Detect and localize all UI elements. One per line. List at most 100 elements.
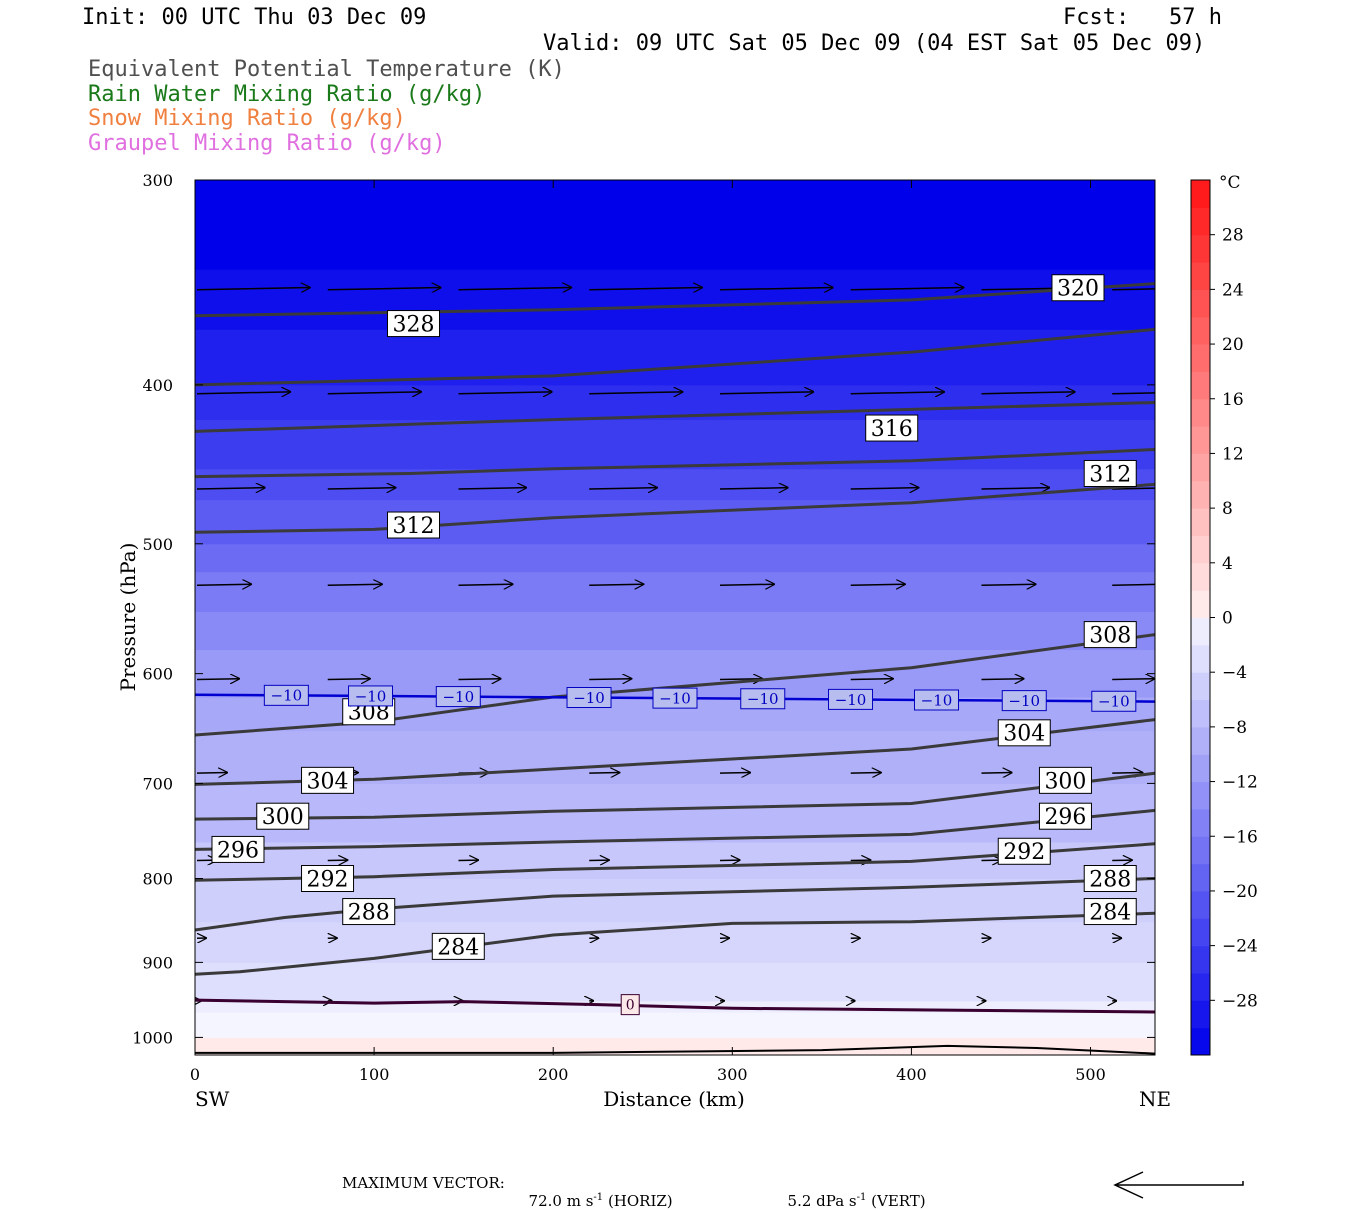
colorbar-swatch [1191,399,1210,427]
colorbar-swatch [1191,672,1210,700]
theta-e-label: 316 [871,417,913,442]
wind-vector [851,679,893,680]
colorbar-swatch [1191,235,1210,263]
colorbar-swatch [1191,918,1210,946]
colorbar-swatch [1191,1028,1210,1056]
colorbar-swatch [1191,700,1210,728]
colorbar-label: 12 [1222,444,1244,464]
y-axis-label: Pressure (hPa) [116,543,140,692]
isotherm-minus10-label: −10 [1098,693,1130,711]
reference-vector-arrow [1105,1168,1255,1202]
colorbar-label: 24 [1222,280,1244,300]
isotherm-minus10-label: −10 [659,690,691,708]
wind-vector [589,679,631,680]
temperature-band [195,500,1155,545]
colorbar-label: −28 [1222,991,1258,1011]
theta-e-label: 320 [1057,277,1099,302]
theta-e-label: 296 [1044,805,1086,830]
colorbar-swatch [1191,371,1210,399]
colorbar-label: −12 [1222,773,1258,793]
right-end-label: NE [1139,1087,1171,1111]
theta-e-label: 304 [1003,722,1045,747]
colorbar-label: 20 [1222,335,1244,355]
x-tick-label: 500 [1075,1065,1106,1084]
y-tick-label: 500 [142,535,173,554]
colorbar-label: −24 [1222,937,1258,957]
wind-vector [1112,679,1154,680]
wind-vector [981,679,1023,680]
colorbar-swatch [1191,618,1210,646]
y-tick-label: 700 [142,774,173,793]
colorbar-swatch [1191,754,1210,782]
colorbar-swatch [1191,535,1210,563]
x-tick-label: 200 [538,1065,569,1084]
theta-e-label: 328 [393,312,435,337]
isotherm-minus10-label: −10 [573,689,605,707]
max-vector-label: MAXIMUM VECTOR: [342,1174,505,1192]
x-tick-label: 0 [190,1065,200,1084]
temperature-band [195,572,1155,612]
y-tick-label: 400 [142,376,173,395]
colorbar-swatch [1191,262,1210,290]
colorbar-swatch [1191,727,1210,755]
left-end-label: SW [195,1087,230,1111]
colorbar-swatch [1191,809,1210,837]
colorbar-label: 4 [1222,554,1233,574]
colorbar-swatch [1191,946,1210,974]
isotherm-minus10-label: −10 [921,691,953,709]
colorbar-swatch [1191,891,1210,919]
y-tick-label: 300 [142,171,173,190]
wind-vector [720,773,750,774]
isotherm-minus10-label: −10 [835,691,867,709]
y-tick-label: 800 [142,870,173,889]
isotherm-minus10-label: −10 [1008,692,1040,710]
vert-unit: (VERT) [871,1192,926,1210]
reference-arrow-icon [1115,1172,1243,1198]
wind-vector [458,679,500,680]
vert-value: 5.2 dPa s [788,1192,857,1210]
isotherm-minus10-label: −10 [271,687,303,705]
horiz-unit: (HORIZ) [608,1192,673,1210]
theta-e-label: 308 [1089,624,1131,649]
x-tick-label: 300 [717,1065,748,1084]
colorbar-label: −16 [1222,827,1258,847]
theta-e-label: 292 [1003,840,1045,865]
vert-exp: -1 [857,1192,867,1203]
colorbar-swatch [1191,207,1210,235]
temperature-fill [195,180,1155,1056]
temperature-band [195,329,1155,385]
colorbar-swatch [1191,426,1210,454]
colorbar-swatch [1191,864,1210,892]
y-tick-label: 600 [142,665,173,684]
colorbar-label: 8 [1222,499,1233,519]
isotherm-minus10-label: −10 [747,690,779,708]
y-tick-label: 900 [142,953,173,972]
temperature-band [195,544,1155,572]
isotherm-zero-label: 0 [626,998,635,1014]
colorbar-label: −4 [1222,663,1247,683]
theta-e-label: 300 [1044,769,1086,794]
wind-vector [328,679,370,680]
isotherm-minus10-label: −10 [442,688,474,706]
wind-vector [197,679,239,680]
wind-vector [1112,773,1142,774]
isotherm-minus10-label: −10 [355,687,387,705]
temperature-band [195,962,1155,1001]
temperature-band [195,269,1155,330]
x-tick-label: 400 [896,1065,927,1084]
max-vector-vert: 5.2 dPa s-1 (VERT) [778,1174,926,1210]
max-vector-horiz: 72.0 m s-1 (HORIZ) [519,1174,673,1210]
wind-vector [197,773,227,774]
colorbar-label: 0 [1222,609,1233,629]
theta-e-label: 292 [307,867,349,892]
wind-vector [981,773,1011,774]
colorbar-swatch [1191,180,1210,208]
colorbar-swatch [1191,289,1210,317]
horiz-exp: -1 [593,1192,603,1203]
colorbar-swatch [1191,590,1210,618]
theta-e-label: 284 [437,935,479,960]
colorbar-swatch [1191,782,1210,810]
colorbar-label: −20 [1222,882,1258,902]
